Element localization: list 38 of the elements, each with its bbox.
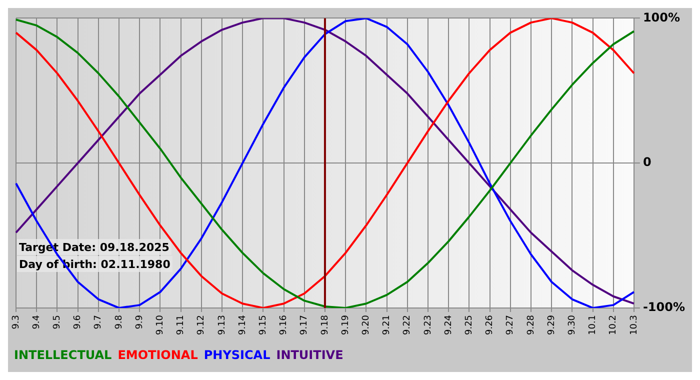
x-tick-label: 9.13 bbox=[217, 314, 228, 336]
x-tick-label: 9.21 bbox=[382, 314, 392, 336]
x-tick-label: 9.27 bbox=[506, 314, 516, 336]
y-tick-label: 100% bbox=[642, 10, 680, 24]
text: PHYSICAL bbox=[204, 348, 270, 362]
x-tick-label: 9.28 bbox=[526, 314, 536, 336]
x-tick-label: 9.25 bbox=[464, 314, 475, 336]
x-tick-label: 9.26 bbox=[485, 314, 496, 336]
x-tick-label: 9.19 bbox=[340, 314, 351, 336]
text: INTUITIVE bbox=[276, 348, 344, 362]
x-tick-label: 9.22 bbox=[402, 314, 413, 336]
x-tick-label: 9.16 bbox=[279, 314, 290, 336]
x-tick-label: 9.24 bbox=[444, 314, 454, 336]
x-tick-label: 9.17 bbox=[300, 314, 310, 336]
x-tick-label: 9.6 bbox=[73, 314, 84, 330]
x-tick-label: 9.4 bbox=[32, 314, 42, 330]
x-tick-label: 9.9 bbox=[134, 314, 145, 330]
x-tick-label: 9.30 bbox=[567, 314, 578, 336]
y-tick-label: -100% bbox=[642, 300, 686, 314]
x-tick-label: 9.18 bbox=[320, 314, 330, 336]
x-tick-label: 9.5 bbox=[52, 314, 63, 330]
x-tick-label: 10.2 bbox=[608, 314, 619, 336]
x-tick-label: 9.8 bbox=[114, 314, 124, 330]
x-tick-label: 10.1 bbox=[588, 314, 598, 336]
x-tick-label: 9.10 bbox=[156, 314, 166, 336]
y-tick-label: 0 bbox=[642, 155, 652, 170]
x-tick-label: 9.20 bbox=[362, 314, 372, 336]
x-tick-label: 9.3 bbox=[11, 314, 22, 330]
x-tick-label: 9.7 bbox=[94, 314, 104, 330]
text: EMOTIONAL bbox=[118, 348, 198, 362]
x-tick-label: 9.23 bbox=[423, 314, 434, 336]
x-tick-label: 10.3 bbox=[629, 314, 640, 336]
x-tick-label: 9.14 bbox=[238, 314, 248, 336]
x-tick-label: 9.29 bbox=[546, 314, 557, 336]
x-tick-label: 9.11 bbox=[176, 314, 186, 336]
text: INTELLECTUAL bbox=[14, 348, 112, 362]
x-tick-label: 9.15 bbox=[258, 314, 269, 336]
x-tick-label: 9.12 bbox=[196, 314, 207, 336]
